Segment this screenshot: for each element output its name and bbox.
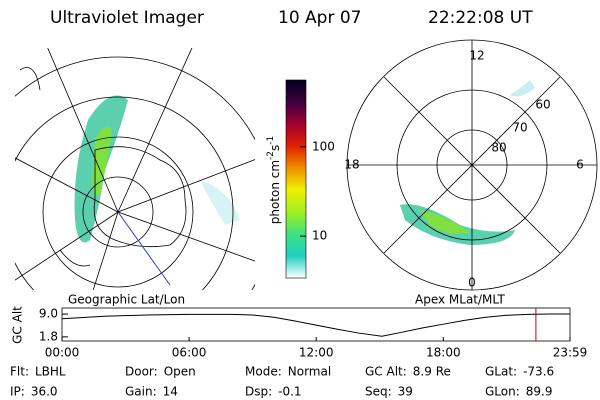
panel-caption: Geographic Lat/Lon: [68, 293, 185, 307]
field-value: -0.1: [278, 385, 301, 399]
x-tick-label: 23:59: [553, 346, 588, 360]
field-value: 39: [398, 385, 413, 399]
geographic-map: [15, 48, 255, 290]
mlat-label: 80: [491, 141, 506, 155]
field-label: Dsp:: [245, 385, 272, 399]
x-tick-label: 06:00: [172, 346, 207, 360]
field-label: Door:: [125, 365, 158, 379]
altitude-line: [61, 313, 570, 337]
field-label: GLon:: [485, 385, 520, 399]
x-tick-label: 00:00: [45, 346, 80, 360]
field-label: GC Alt:: [365, 365, 407, 379]
y-axis-label: GC Alt: [11, 306, 25, 344]
title: Ultraviolet Imager: [50, 8, 204, 28]
plot-frame: [61, 307, 571, 342]
mlt-label: 0: [468, 276, 476, 290]
time: 22:22:08 UT: [428, 8, 533, 28]
colorbar-label: photon cm-2s-1: [266, 136, 282, 225]
field-value: -73.6: [523, 365, 554, 379]
colorbar-label-part: -2: [266, 151, 276, 160]
colorbar: [285, 79, 307, 279]
magnetic-map: [346, 39, 598, 291]
y-tick-label: 1.8: [39, 329, 58, 343]
colorbar-label-part: -1: [266, 136, 276, 145]
mlt-label: 12: [469, 49, 484, 63]
field-label: IP:: [10, 385, 25, 399]
field-value: Open: [164, 365, 196, 379]
date: 10 Apr 07: [278, 8, 361, 28]
colorbar-label-part: s: [268, 145, 282, 151]
field-value: 8.9 Re: [413, 365, 451, 379]
colorbar-label-part: photon cm: [268, 160, 282, 224]
mlat-label: 60: [535, 98, 550, 112]
colorbar-tick-label: 10: [312, 229, 327, 243]
y-tick-label: 9.0: [39, 307, 58, 321]
panel-caption: Apex MLat/MLT: [415, 293, 505, 307]
field-value: 14: [163, 385, 178, 399]
x-tick-label: 12:00: [299, 346, 334, 360]
mlt-label: 6: [576, 158, 584, 172]
field-label: Seq:: [365, 385, 392, 399]
mlt-label: 18: [344, 158, 359, 172]
field-value: 89.9: [526, 385, 553, 399]
field-value: 36.0: [31, 385, 58, 399]
field-value: Normal: [288, 365, 331, 379]
field-label: Flt:: [10, 365, 29, 379]
field-label: Gain:: [125, 385, 157, 399]
x-tick-label: 18:00: [426, 346, 461, 360]
field-value: LBHL: [35, 365, 66, 379]
mlat-label: 70: [512, 121, 527, 135]
colorbar-tick-label: 100: [312, 139, 335, 153]
field-label: Mode:: [245, 365, 282, 379]
field-label: GLat:: [485, 365, 517, 379]
